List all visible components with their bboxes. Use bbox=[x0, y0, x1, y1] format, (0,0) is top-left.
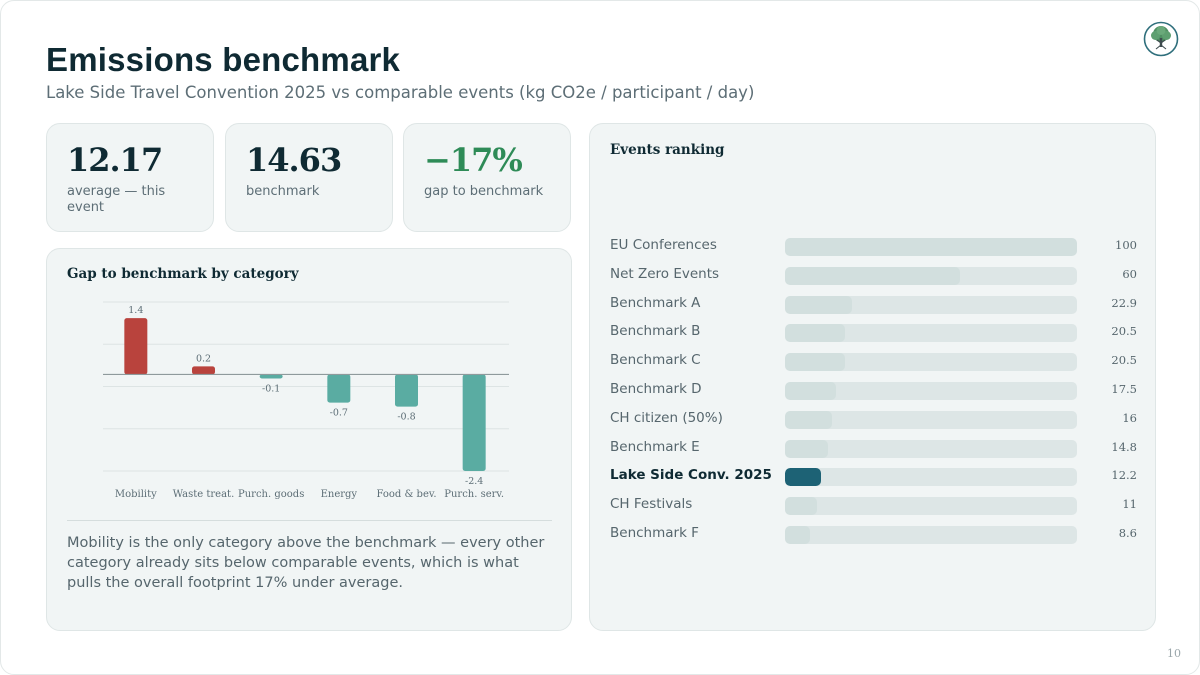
ranking-card: Events ranking EU Conferences 100 Net Zero… bbox=[589, 123, 1156, 631]
ranking-bar bbox=[785, 526, 811, 544]
gap-bar bbox=[259, 374, 283, 379]
ranking-label: Net Zero Events bbox=[610, 265, 720, 282]
category-tick-label: Energy bbox=[321, 489, 358, 500]
ranking-bar bbox=[785, 295, 852, 314]
category-tick-label: Waste treat. bbox=[173, 489, 235, 500]
ranking-bar bbox=[785, 497, 818, 516]
kpi-card-gap: −17% gap to benchmark bbox=[403, 123, 571, 232]
ranking-bar bbox=[785, 324, 845, 343]
ranking-bar-track bbox=[785, 266, 1077, 285]
ranking-row: CH citizen (50%) 16 bbox=[590, 408, 1157, 430]
ranking-bar-track bbox=[785, 238, 1077, 256]
ranking-row: CH Festivals 11 bbox=[590, 494, 1157, 516]
ranking-row: Benchmark B 20.5 bbox=[590, 321, 1157, 343]
ranking-row: Benchmark F 8.6 bbox=[590, 523, 1157, 545]
category-tick-label: Purch. serv. bbox=[444, 489, 504, 500]
ranking-value-label: 20.5 bbox=[1111, 353, 1137, 368]
ranking-bar-track bbox=[785, 324, 1077, 343]
ranking-label: EU Conferences bbox=[610, 237, 717, 253]
ranking-label: Benchmark B bbox=[610, 323, 701, 340]
ranking-label: Benchmark E bbox=[610, 438, 700, 455]
kpi-label: benchmark bbox=[246, 184, 320, 199]
ranking-row: Benchmark D 17.5 bbox=[590, 379, 1157, 401]
chart-note: Mobility is the only category above the … bbox=[67, 535, 545, 591]
ranking-label: CH Festivals bbox=[610, 496, 693, 513]
kpi-value: 12.17 bbox=[67, 141, 163, 179]
kpi-label: gap to benchmark bbox=[424, 184, 544, 199]
bar-value-label: -0.7 bbox=[330, 408, 348, 419]
ranking-row: Benchmark A 22.9 bbox=[590, 293, 1157, 315]
bar-value-label: -2.4 bbox=[465, 476, 483, 487]
kpi-value: 14.63 bbox=[246, 141, 342, 179]
ranking-bar bbox=[785, 410, 832, 429]
ranking-bar bbox=[785, 382, 837, 400]
ranking-bar bbox=[785, 439, 829, 458]
ranking-title: Events ranking bbox=[610, 142, 725, 158]
ranking-bar-track bbox=[785, 497, 1077, 516]
category-tick-label: Purch. goods bbox=[238, 489, 304, 500]
kpi-value: −17% bbox=[424, 141, 523, 179]
ranking-value-label: 12.2 bbox=[1111, 468, 1137, 483]
ranking-bar-track bbox=[785, 353, 1077, 372]
ranking-bar bbox=[785, 238, 1077, 256]
ranking-bar-track bbox=[785, 526, 1077, 544]
ranking-label: Benchmark F bbox=[610, 525, 699, 541]
bar-value-label: -0.8 bbox=[397, 412, 415, 423]
ranking-bar-track bbox=[785, 439, 1077, 458]
ranking-bar bbox=[785, 353, 845, 372]
kpi-card-average: 12.17 average — this event bbox=[46, 123, 214, 232]
gap-bar bbox=[327, 374, 351, 403]
tree-logo-icon bbox=[1143, 21, 1179, 57]
ranking-value-label: 20.5 bbox=[1111, 324, 1137, 339]
ranking-bar-track bbox=[785, 295, 1077, 314]
ranking-bar bbox=[785, 266, 961, 285]
category-tick-label: Food & bev. bbox=[376, 489, 436, 500]
ranking-value-label: 22.9 bbox=[1111, 295, 1137, 310]
ranking-row: Benchmark E 14.8 bbox=[590, 437, 1157, 459]
gap-bar bbox=[395, 374, 418, 407]
ranking-label: Benchmark C bbox=[610, 352, 701, 369]
ranking-value-label: 16 bbox=[1122, 410, 1137, 425]
gap-bar bbox=[462, 374, 486, 471]
bar-value-label: 0.2 bbox=[196, 353, 211, 364]
gap-bar bbox=[124, 318, 148, 375]
ranking-value-label: 17.5 bbox=[1111, 382, 1137, 396]
ranking-label: CH citizen (50%) bbox=[610, 409, 723, 426]
ranking-label: Benchmark D bbox=[610, 381, 702, 397]
ranking-row: Lake Side Conv. 2025 12.2 bbox=[590, 465, 1157, 487]
page-title: Emissions benchmark bbox=[46, 41, 401, 78]
ranking-row: Net Zero Events 60 bbox=[590, 264, 1157, 286]
ranking-value-label: 8.6 bbox=[1118, 526, 1137, 540]
page-subtitle: Lake Side Travel Convention 2025 vs comp… bbox=[46, 83, 755, 102]
page-number: 10 bbox=[1167, 647, 1181, 660]
gap-bar bbox=[192, 366, 215, 375]
bar-value-label: 1.4 bbox=[128, 305, 143, 316]
ranking-bar-track bbox=[785, 468, 1077, 487]
divider bbox=[67, 520, 552, 521]
gap-bar-chart: 1.4 Mobility 0.2 Waste treat. -0.1 Purch. goo… bbox=[103, 301, 509, 500]
kpi-label: average — this event bbox=[67, 184, 166, 215]
ranking-row: EU Conferences 100 bbox=[590, 235, 1157, 257]
gap-chart-title: Gap to benchmark by category bbox=[67, 266, 299, 282]
ranking-value-label: 60 bbox=[1122, 266, 1137, 281]
ranking-label: Lake Side Conv. 2025 bbox=[610, 467, 772, 484]
gap-chart-card: Gap to benchmark by category 1.4 Mobility… bbox=[46, 248, 572, 631]
ranking-bar-track bbox=[785, 382, 1077, 400]
ranking-bar bbox=[785, 468, 821, 487]
ranking-value-label: 11 bbox=[1122, 497, 1137, 512]
bar-value-label: -0.1 bbox=[262, 383, 280, 394]
kpi-card-benchmark: 14.63 benchmark bbox=[225, 123, 393, 232]
category-tick-label: Mobility bbox=[115, 489, 157, 500]
ranking-bar-track bbox=[785, 410, 1077, 429]
ranking-value-label: 100 bbox=[1115, 238, 1137, 252]
ranking-row: Benchmark C 20.5 bbox=[590, 350, 1157, 372]
ranking-label: Benchmark A bbox=[610, 294, 701, 311]
ranking-value-label: 14.8 bbox=[1111, 439, 1137, 454]
